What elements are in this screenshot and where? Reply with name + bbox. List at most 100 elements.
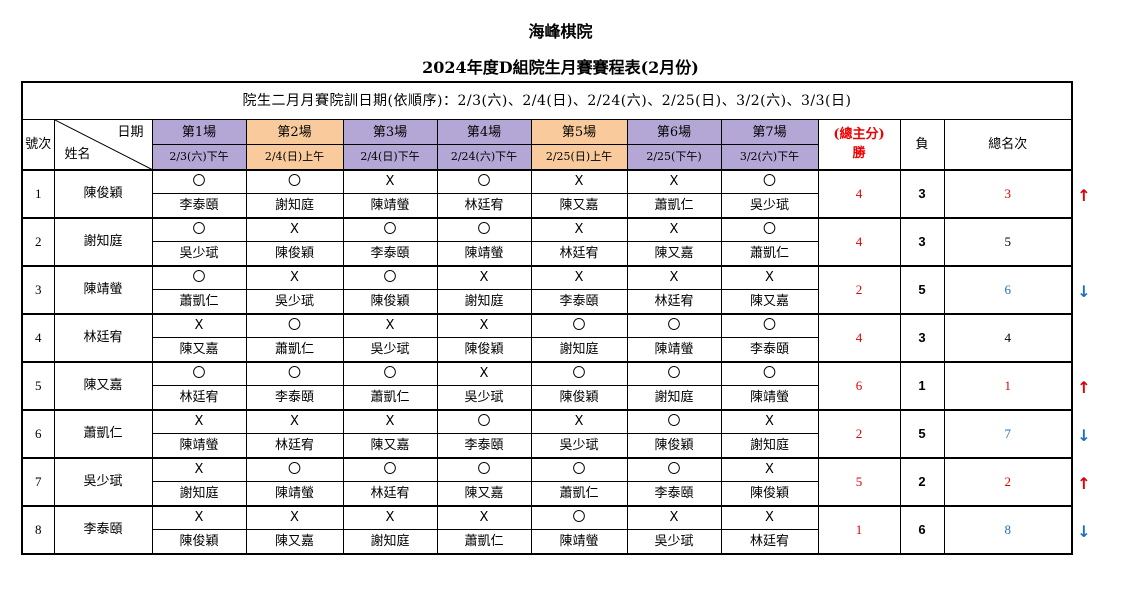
player-name: 陳靖螢 [53,264,153,314]
opponent-name: 蕭凱仁 [245,337,344,362]
result-mark: X [245,264,344,290]
losses-count: 3 [899,168,945,218]
opponent-name: 陳俊穎 [151,529,247,555]
arrow-up-icon: ↑ [1077,473,1091,493]
opponent-name: 陳靖螢 [626,337,722,362]
opponent-name: 陳又嘉 [436,481,532,506]
opponent-name: 陳靖螢 [151,433,247,458]
player-row-opponents: 林廷宥 李泰頤 蕭凱仁 吳少珷 陳俊穎 謝知庭 陳靖螢 [22,385,1072,410]
result-mark: X [530,408,628,434]
result-mark: 〇 [436,216,532,242]
player-row: 8 李泰頤 X X X X 〇 X X 1 6 8 [21,504,1073,555]
round-7-date: 3/2(六)下午 [720,144,819,170]
opponent-name: 陳靖螢 [245,481,344,506]
arrow-up-icon: ↑ [1077,185,1091,205]
round-5-header: 第5場 [530,119,628,145]
result-mark: 〇 [530,504,628,530]
player-row-opponents: 吳少珷 陳俊穎 李泰頤 陳靖螢 林廷宥 陳又嘉 蕭凱仁 [22,241,1072,266]
result-mark: 〇 [530,360,628,386]
opponent-name: 吳少珷 [530,433,628,458]
opponent-name: 陳又嘉 [245,529,344,555]
result-mark: 〇 [626,456,722,482]
opponent-name: 李泰頤 [342,241,438,266]
wins-count: 4 [817,216,901,266]
round-4-header: 第4場 [436,119,532,145]
arrow-up-icon: ↑ [1077,377,1091,397]
losses-count: 6 [899,504,945,555]
name-label: 姓名 [64,146,91,162]
wins-count: 6 [817,360,901,410]
opponent-name: 陳俊穎 [245,241,344,266]
round-5-date: 2/25(日)上午 [530,144,628,170]
opponent-name: 陳靖螢 [342,193,438,218]
result-mark: 〇 [245,312,344,338]
rank-header: 總名次 [943,119,1073,170]
result-mark: 〇 [626,408,722,434]
opponent-name: 林廷宥 [626,289,722,314]
player-name: 吳少珷 [53,456,153,506]
opponent-name: 謝知庭 [720,433,819,458]
player-name: 陳俊穎 [53,168,153,218]
result-mark: 〇 [151,360,247,386]
result-mark: X [151,456,247,482]
result-mark: X [342,312,438,338]
player-number: 5 [21,360,55,410]
result-mark: X [245,408,344,434]
losses-count: 1 [899,360,945,410]
opponent-name: 陳靖螢 [530,529,628,555]
losses-count: 3 [899,216,945,266]
player-number: 8 [21,504,55,555]
result-mark: X [151,408,247,434]
result-mark: 〇 [245,168,344,194]
wins-count: 2 [817,408,901,458]
wins-count: 5 [817,456,901,506]
opponent-name: 蕭凱仁 [342,385,438,410]
result-mark: 〇 [245,360,344,386]
opponent-name: 林廷宥 [720,529,819,555]
rank-value: 2 [943,456,1073,506]
arrow-down-icon: ↓ [1077,281,1091,301]
result-mark: 〇 [342,216,438,242]
round-1-date: 2/3(六)下午 [151,144,247,170]
schedule-table: 院生二月月賽院訓日期(依順序)：2/3(六)、2/4(日)、2/24(六)、2/… [21,81,1073,555]
seq-header: 號次 [21,119,55,170]
result-mark: X [436,312,532,338]
player-row: 3 陳靖螢〇 X 〇 X X X X 2 5 6 [21,264,1073,314]
opponent-name: 林廷宥 [436,193,532,218]
org-title: 海峰棋院 [528,22,593,41]
opponent-name: 謝知庭 [342,529,438,555]
player-row: 7 吳少珷 X 〇〇〇〇〇 X 5 2 2 [21,456,1073,506]
result-mark: 〇 [626,360,722,386]
player-number: 3 [21,264,55,314]
losses-count: 2 [899,456,945,506]
opponent-name: 李泰頤 [720,337,819,362]
result-mark: X [245,504,344,530]
round-3-header: 第3場 [342,119,438,145]
wins-count: 4 [817,168,901,218]
opponent-name: 陳又嘉 [720,289,819,314]
result-mark: 〇 [720,168,819,194]
opponent-name: 陳俊穎 [342,289,438,314]
opponent-name: 李泰頤 [530,289,628,314]
result-mark: X [436,504,532,530]
player-number: 1 [21,168,55,218]
opponent-name: 吳少珷 [342,337,438,362]
result-mark: X [530,264,628,290]
result-mark: 〇 [530,312,628,338]
player-row-opponents: 蕭凱仁 吳少珷 陳俊穎 謝知庭 李泰頤 林廷宥 陳又嘉 [22,289,1072,314]
opponent-name: 謝知庭 [151,481,247,506]
player-row-opponents: 陳俊穎 陳又嘉 謝知庭 蕭凱仁 陳靖螢 吳少珷 林廷宥 [22,529,1072,555]
player-name: 謝知庭 [53,216,153,266]
player-row: 5 陳又嘉〇〇〇 X 〇〇〇 6 1 1 [21,360,1073,410]
opponent-name: 謝知庭 [436,289,532,314]
player-number: 2 [21,216,55,266]
opponent-name: 吳少珷 [151,241,247,266]
rank-value: 3 [943,168,1073,218]
date-label: 日期 [117,125,144,140]
opponent-name: 吳少珷 [720,193,819,218]
result-mark: X [342,168,438,194]
player-name: 蕭凱仁 [53,408,153,458]
result-mark: 〇 [720,360,819,386]
wins-header: (總主分) 勝 [817,119,901,170]
result-mark: 〇 [530,456,628,482]
